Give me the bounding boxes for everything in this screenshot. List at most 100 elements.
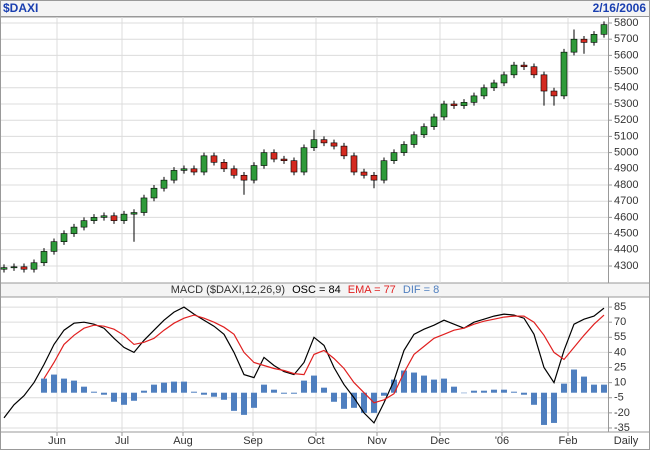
candle-body xyxy=(200,155,208,173)
candle-body xyxy=(210,155,218,163)
histogram-bar xyxy=(221,392,227,400)
y-tick-label: 5600 xyxy=(614,49,638,61)
candle-body xyxy=(520,64,528,68)
histogram-bar xyxy=(91,391,97,393)
y-tick-label: 4600 xyxy=(614,211,638,223)
histogram-bar xyxy=(461,392,467,394)
macd-line xyxy=(43,314,605,404)
histogram-bar xyxy=(111,392,117,402)
candle-body xyxy=(430,116,438,127)
histogram-bar xyxy=(271,389,277,393)
histogram-bar xyxy=(511,391,517,393)
histogram-bar xyxy=(71,380,77,393)
y-tick-label: 5000 xyxy=(614,146,638,158)
histogram-bar xyxy=(201,392,207,395)
candle-body xyxy=(460,102,468,106)
candle-body xyxy=(540,74,548,92)
histogram-bar xyxy=(381,392,387,396)
candle-body xyxy=(50,241,58,252)
x-axis-label: Daily xyxy=(614,435,639,447)
chart-date: 2/16/2006 xyxy=(593,1,647,15)
y-tick-label: 25 xyxy=(614,361,626,373)
histogram-bar xyxy=(391,379,397,393)
histogram-bar xyxy=(571,369,577,393)
histogram-bar xyxy=(281,392,287,394)
candle-body xyxy=(600,24,608,35)
candle-body xyxy=(190,168,198,173)
macd-legend: MACD ($DAXI,12,26,9) OSC = 84 EMA = 77 D… xyxy=(171,284,440,296)
y-tick-label: 5100 xyxy=(614,130,638,142)
candle-body xyxy=(60,233,68,242)
legend-entry: OSC = 84 xyxy=(292,284,341,296)
candle-body xyxy=(250,165,258,181)
candle-body xyxy=(220,162,228,170)
histogram-bar xyxy=(131,392,137,401)
y-tick-label: -5 xyxy=(614,392,624,404)
candle-body xyxy=(310,139,318,149)
y-tick-label: 70 xyxy=(614,316,626,328)
y-tick-label: 4800 xyxy=(614,179,638,191)
candle-body xyxy=(160,179,168,189)
legend-entry: EMA = 77 xyxy=(348,284,396,296)
y-tick-label: 5200 xyxy=(614,114,638,126)
histogram-bar xyxy=(321,387,327,393)
y-tick-label: -35 xyxy=(614,422,630,434)
candle-body xyxy=(180,168,188,171)
histogram-bar xyxy=(331,392,337,402)
histogram-bar xyxy=(581,376,587,393)
y-tick-label: 4300 xyxy=(614,260,638,272)
candle-body xyxy=(10,266,18,269)
x-tick-label: Oct xyxy=(307,435,324,447)
candle-body xyxy=(420,126,428,136)
y-tick-label: 55 xyxy=(614,331,626,343)
candle-body xyxy=(560,51,568,97)
legend-entry: DIF = 8 xyxy=(403,284,439,296)
histogram-bar xyxy=(141,390,147,393)
candle-body xyxy=(440,103,448,118)
candle-body xyxy=(360,171,368,176)
x-tick-label: Jul xyxy=(115,435,129,447)
y-tick-label: 5400 xyxy=(614,82,638,94)
histogram-bar xyxy=(501,389,507,393)
y-tick-label: 4900 xyxy=(614,163,638,175)
candle-body xyxy=(100,215,108,218)
histogram-bar xyxy=(161,382,167,393)
candle-body xyxy=(120,213,128,221)
candle-body xyxy=(150,187,158,199)
histogram-bar xyxy=(41,378,47,393)
candle-body xyxy=(480,87,488,97)
histogram-bar xyxy=(81,386,87,393)
candle-body xyxy=(510,64,518,76)
candle-body xyxy=(20,266,28,270)
histogram-bar xyxy=(171,381,177,393)
candle-body xyxy=(140,197,148,213)
candle-body xyxy=(270,152,278,160)
histogram-bar xyxy=(101,392,107,395)
histogram-bar xyxy=(291,392,297,394)
candle-body xyxy=(340,145,348,157)
histogram-bar xyxy=(191,391,197,393)
x-tick-label: Aug xyxy=(173,435,193,447)
histogram-bar xyxy=(421,375,427,393)
macd-line xyxy=(3,306,605,424)
candle-body xyxy=(450,103,458,106)
candle-body xyxy=(280,158,288,161)
histogram-bar xyxy=(181,381,187,393)
histogram-bar xyxy=(301,380,307,393)
candle-body xyxy=(40,251,48,264)
histogram-bar xyxy=(601,384,607,393)
candle-body xyxy=(530,66,538,76)
candle-body xyxy=(240,174,248,181)
x-tick-label: Nov xyxy=(367,435,387,447)
candle-body xyxy=(500,74,508,84)
candle-body xyxy=(550,90,558,97)
candle-body xyxy=(170,170,178,181)
histogram-bar xyxy=(151,384,157,393)
histogram-bar xyxy=(531,392,537,405)
histogram-bar xyxy=(551,392,557,423)
y-tick-label: 10 xyxy=(614,377,626,389)
candle-body xyxy=(410,134,418,145)
histogram-bar xyxy=(441,378,447,393)
histogram-bar xyxy=(231,392,237,411)
